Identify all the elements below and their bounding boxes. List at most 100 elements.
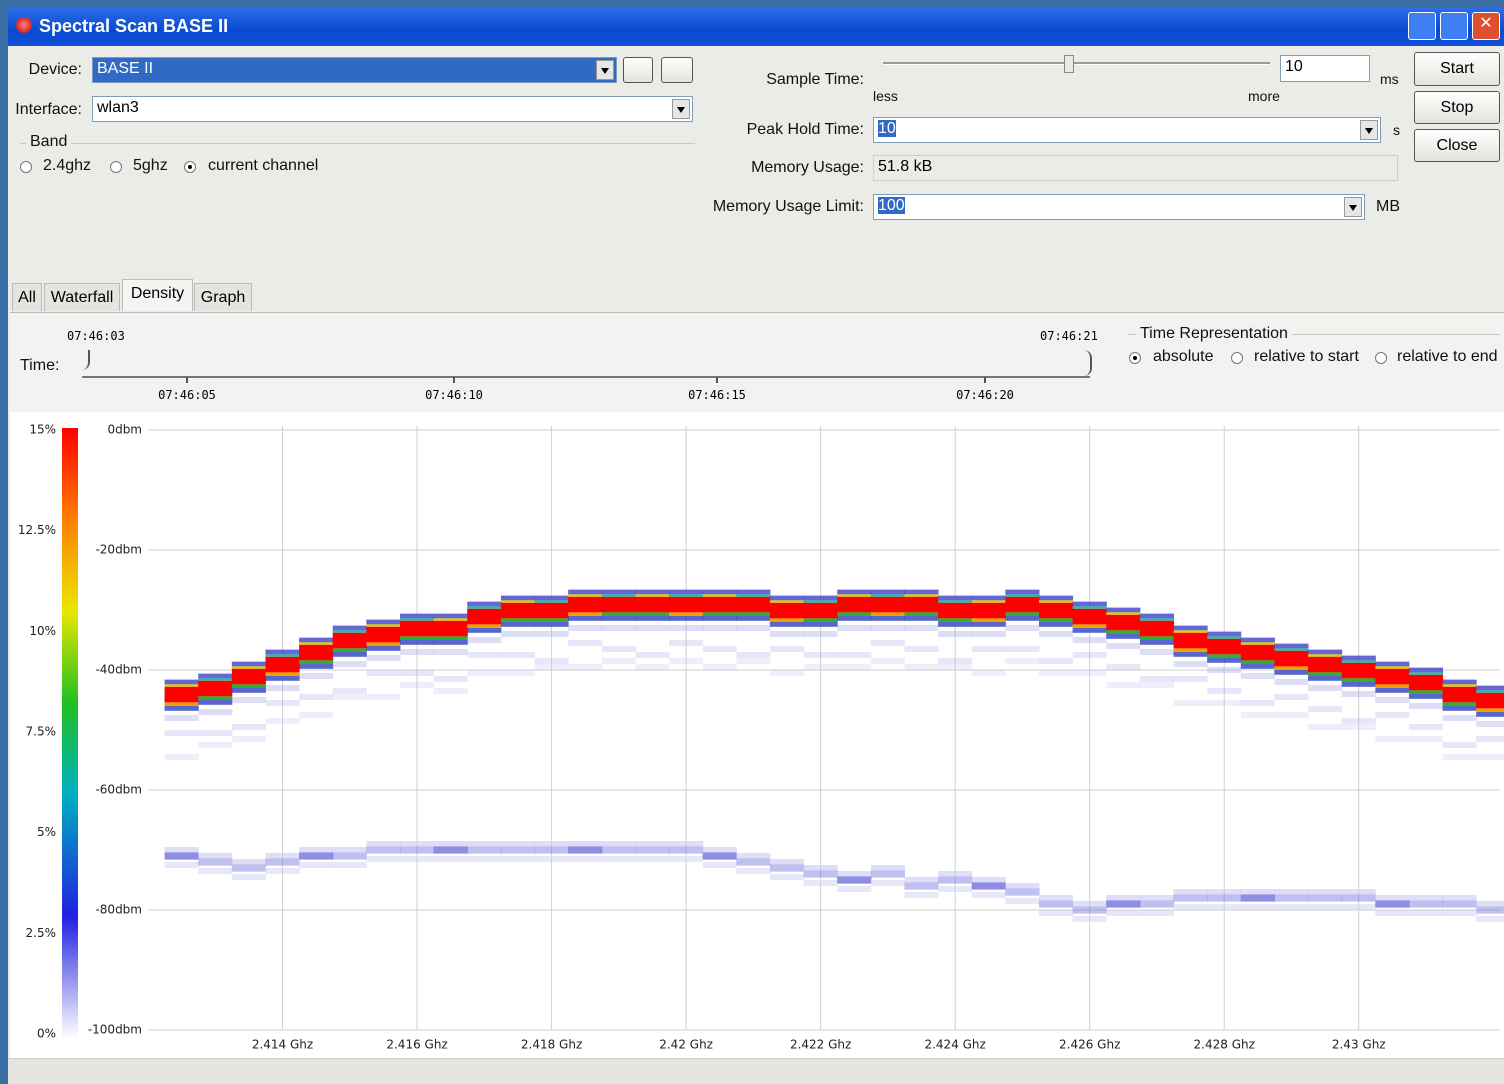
density-cell: [1408, 694, 1444, 699]
density-cell: [971, 600, 1006, 603]
density-cell: [467, 670, 502, 676]
density-cell: [904, 589, 939, 595]
density-cell: [568, 664, 603, 670]
density-cell: [534, 841, 569, 847]
density-cell: [265, 649, 300, 655]
density-cell: [1274, 889, 1309, 895]
density-cell: [332, 632, 367, 649]
density-cell: [702, 625, 737, 631]
density-cell: [467, 624, 502, 628]
density-cell: [1375, 668, 1410, 685]
density-cell: [601, 589, 636, 595]
time-start: 07:46:03: [67, 329, 125, 343]
density-cell: [635, 596, 670, 613]
density-cell: [904, 877, 939, 883]
density-cell: [870, 625, 905, 631]
density-cell: [1005, 646, 1040, 652]
density-cell: [366, 846, 401, 854]
tab[interactable]: Waterfall: [44, 283, 120, 311]
density-cell: [938, 595, 973, 601]
density-cell: [904, 646, 939, 652]
density-cell: [938, 658, 973, 664]
density-cell: [702, 862, 737, 868]
memory-limit-select[interactable]: 100: [873, 194, 1365, 220]
density-cell: [971, 602, 1006, 619]
maximize-button[interactable]: [1440, 12, 1468, 40]
density-cell: [164, 730, 199, 736]
device-select[interactable]: BASE II: [92, 57, 617, 83]
tab[interactable]: All: [12, 283, 42, 311]
density-cell: [1005, 658, 1040, 664]
stop-button[interactable]: Stop: [1414, 91, 1500, 124]
density-cell: [198, 678, 233, 681]
dropdown-arrow[interactable]: [1360, 120, 1378, 140]
density-cell: [1240, 673, 1275, 679]
density-cell: [433, 613, 468, 619]
sample-time-input[interactable]: 10: [1280, 55, 1370, 82]
density-cell: [904, 664, 939, 670]
interface-select[interactable]: wlan3: [92, 96, 693, 122]
density-cell: [803, 618, 838, 622]
more-button[interactable]: [661, 57, 693, 83]
density-cell: [1240, 660, 1275, 664]
close-button[interactable]: Close: [1414, 129, 1500, 162]
density-cell: [265, 718, 300, 724]
tab[interactable]: Graph: [194, 283, 252, 311]
density-cell: [1442, 754, 1477, 760]
density-cell: [1442, 686, 1477, 703]
density-cell: [635, 841, 670, 847]
sample-time-thumb[interactable]: [1064, 55, 1074, 73]
density-cell: [736, 594, 771, 597]
radio[interactable]: [20, 161, 32, 173]
radio[interactable]: [1231, 352, 1243, 364]
density-cell: [1038, 900, 1074, 908]
density-cell: [500, 670, 536, 676]
density-cell: [601, 658, 636, 664]
density-cell: [1106, 910, 1141, 916]
dropdown-arrow[interactable]: [672, 99, 690, 119]
start-button[interactable]: Start: [1414, 52, 1500, 86]
density-cell: [1341, 660, 1376, 663]
density-cell: [231, 724, 266, 730]
density-cell: [399, 620, 435, 637]
device-label: Device:: [28, 61, 82, 78]
density-cell: [669, 589, 704, 595]
density-cell: [534, 664, 569, 670]
density-cell: [1442, 910, 1477, 916]
density-cell: [736, 596, 771, 613]
density-cell: [635, 652, 670, 658]
density-cell: [1207, 631, 1242, 637]
density-cell: [1274, 679, 1309, 685]
density-cell: [500, 600, 536, 603]
time-slider-end-handle[interactable]: [1084, 350, 1092, 376]
tab[interactable]: Density: [122, 279, 193, 311]
time-slider-start-handle[interactable]: [82, 350, 90, 370]
density-cell: [164, 686, 199, 703]
minimize-button[interactable]: [1408, 12, 1436, 40]
density-cell: [1375, 661, 1410, 667]
radio[interactable]: [1129, 352, 1141, 364]
dropdown-arrow[interactable]: [596, 60, 614, 80]
density-cell: [1038, 895, 1074, 901]
density-cell: [534, 600, 569, 603]
density-cell: [1341, 691, 1376, 697]
density-cell: [1173, 894, 1208, 902]
dropdown-arrow[interactable]: [1344, 197, 1362, 217]
radio[interactable]: [1375, 352, 1387, 364]
density-cell: [1476, 754, 1504, 760]
density-cell: [601, 856, 636, 862]
density-cell: [904, 616, 939, 621]
density-cell: [534, 602, 569, 619]
density-cell: [870, 589, 905, 595]
close-window-button[interactable]: ✕: [1472, 12, 1500, 40]
density-cell: [736, 625, 771, 631]
radio[interactable]: [184, 161, 196, 173]
density-cell: [938, 618, 973, 622]
refresh-button[interactable]: [623, 57, 653, 83]
colorbar-tick-label: 2.5%: [26, 926, 57, 940]
peak-hold-select[interactable]: 10: [873, 117, 1381, 143]
memory-limit-value: 100: [878, 197, 905, 214]
radio[interactable]: [110, 161, 122, 173]
density-cell: [1173, 889, 1208, 895]
density-cell: [1341, 682, 1376, 687]
